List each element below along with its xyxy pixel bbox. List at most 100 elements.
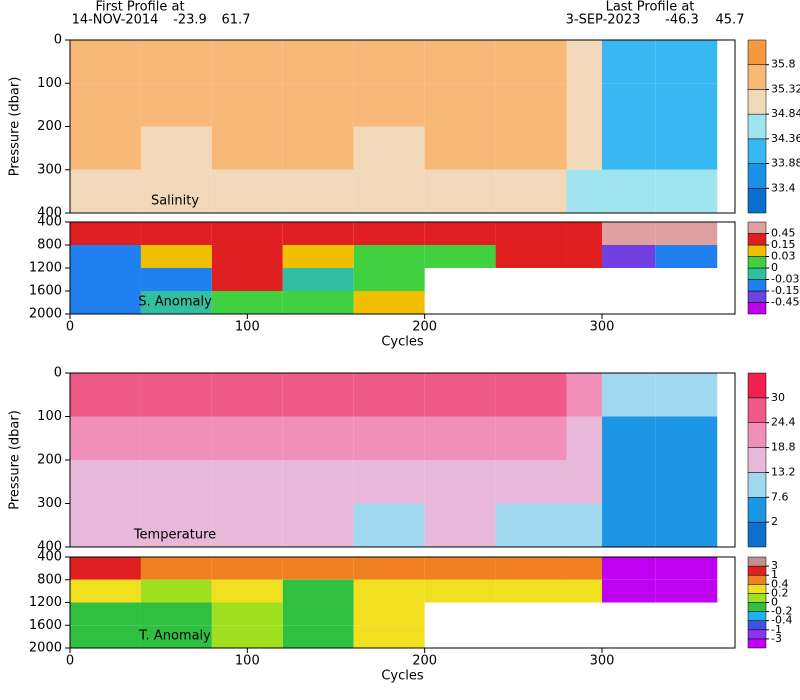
heatmap-cell	[655, 557, 718, 580]
colorbar-label: 7.6	[771, 490, 789, 503]
heatmap-cell	[495, 169, 567, 213]
x-tick-label: 300	[590, 320, 615, 335]
heatmap-cell	[211, 557, 283, 580]
heatmap-cell	[566, 579, 602, 603]
colorbar-label: -0.45	[771, 296, 799, 309]
panel-label: T. Anomaly	[138, 629, 211, 644]
heatmap-cell	[424, 460, 496, 504]
colorbar-segment	[747, 574, 767, 585]
heatmap-cell	[655, 460, 718, 504]
colorbar-label: -0.2	[771, 605, 792, 618]
heatmap-cell	[424, 557, 496, 580]
y-tick-label: 800	[37, 238, 62, 253]
colorbar-segment	[747, 279, 767, 292]
heatmap-cell	[70, 291, 141, 314]
heatmap-cell	[602, 83, 656, 127]
last-title: Last Profile at	[606, 0, 695, 15]
colorbar-segment	[747, 611, 767, 621]
heatmap-cell	[424, 83, 496, 127]
colorbar-segment	[747, 244, 767, 257]
heatmap-cell	[566, 40, 602, 84]
colorbar-segment	[747, 233, 767, 246]
y-tick-label: 1200	[29, 595, 62, 610]
y-axis-label: Pressure (dbar)	[8, 410, 23, 510]
heatmap-cell	[282, 602, 354, 626]
heatmap-cell	[140, 291, 212, 314]
heatmap-cell	[566, 83, 602, 127]
y-tick-label: 0	[54, 366, 62, 381]
heatmap-cell	[495, 416, 567, 460]
heatmap-cell	[424, 40, 496, 84]
colorbar-segment	[747, 113, 767, 140]
heatmap-cell	[602, 40, 656, 84]
colorbar-label: 0.2	[771, 586, 789, 599]
heatmap-cell	[566, 222, 602, 245]
heatmap-cell	[282, 291, 354, 314]
heatmap-cell	[655, 579, 718, 603]
colorbar-segment	[747, 397, 767, 423]
panel-label: Salinity	[151, 194, 199, 209]
heatmap-cell	[282, 83, 354, 127]
colorbar-label: 35.8	[771, 58, 796, 71]
heatmap-cell	[602, 579, 656, 603]
heatmap-cell	[70, 625, 141, 648]
heatmap-cell	[211, 245, 283, 268]
heatmap-cell	[495, 460, 567, 504]
heatmap-cell	[495, 126, 567, 170]
colorbar-label: 33.88	[771, 157, 800, 170]
y-tick-label: 200	[37, 119, 62, 134]
heatmap-cell	[140, 602, 212, 626]
heatmap-cell	[353, 557, 425, 580]
heatmap-cell	[602, 373, 656, 417]
heatmap-cell	[70, 268, 141, 291]
y-tick-label: 300	[37, 162, 62, 177]
heatmap-cell	[70, 83, 141, 127]
heatmap-cell	[211, 126, 283, 170]
heatmap-cell	[566, 460, 602, 504]
x-axis-label: Cycles	[381, 335, 424, 350]
heatmap-cell	[424, 373, 496, 417]
heatmap-cell	[282, 579, 354, 603]
heatmap-cell	[282, 169, 354, 213]
colorbar-segment	[747, 422, 767, 448]
colorbar-label: 0	[771, 261, 778, 274]
last-lon: 45.7	[716, 13, 745, 28]
heatmap-cell	[70, 126, 141, 170]
heatmap-cell	[424, 245, 496, 268]
heatmap-cell	[655, 503, 718, 547]
y-tick-label: 200	[37, 453, 62, 468]
heatmap-cell	[211, 169, 283, 213]
y-tick-label: 2000	[29, 307, 62, 322]
heatmap-cell	[353, 40, 425, 84]
colorbar-segment	[747, 290, 767, 303]
heatmap-cell	[140, 460, 212, 504]
panel-label: S. Anomaly	[138, 295, 212, 310]
x-axis-label: Cycles	[381, 669, 424, 684]
heatmap-cell	[353, 460, 425, 504]
last-date: 3-SEP-2023	[566, 13, 641, 28]
colorbar-label: -0.4	[771, 614, 792, 627]
colorbar-segment	[747, 221, 767, 234]
colorbar-segment	[747, 447, 767, 473]
heatmap-cell	[353, 416, 425, 460]
y-tick-label: 100	[37, 409, 62, 424]
heatmap-cell	[282, 222, 354, 245]
heatmap-cell	[70, 416, 141, 460]
heatmap-cell	[211, 40, 283, 84]
heatmap-cell	[140, 579, 212, 603]
heatmap-cell	[140, 373, 212, 417]
heatmap-cell	[140, 503, 212, 547]
heatmap-cell	[140, 416, 212, 460]
x-tick-label: 300	[590, 654, 615, 669]
heatmap-cell	[70, 40, 141, 84]
x-tick-label: 100	[235, 320, 260, 335]
colorbar-segment	[747, 556, 767, 567]
first-lat: -23.9	[173, 13, 207, 28]
colorbar-segment	[747, 372, 767, 399]
heatmap-cell	[70, 557, 141, 580]
heatmap-cell	[70, 602, 141, 626]
colorbar-label: 0	[771, 596, 778, 609]
colorbar-segment	[747, 593, 767, 603]
heatmap-cell	[211, 602, 283, 626]
